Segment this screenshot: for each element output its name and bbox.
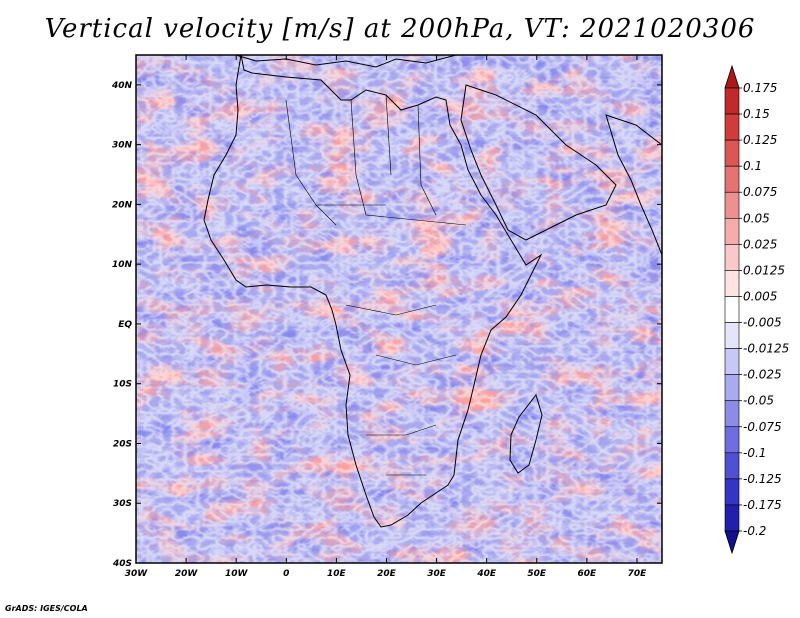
colorbar-label: 0.125 [743,133,777,147]
colorbar-label: -0.175 [743,498,782,512]
colorbar-label: -0.2 [743,524,766,538]
colorbar-bin [724,113,740,141]
lat-tick-label: 40S [112,559,132,569]
lon-tick-label: 10W [225,569,249,579]
colorbar-label: 0.15 [743,107,770,121]
madagascar-coastline [509,393,543,474]
longitude-axis: 30W 20W 10W 0 10E 20E 30E 40E 50E 60E 70E [125,55,647,579]
colorbar-label: -0.075 [743,420,782,434]
colorbar-label: -0.0125 [743,342,789,356]
lon-tick-label: 50E [527,569,547,579]
colorbar-bin [724,348,740,375]
colorbar-bin [724,87,740,115]
lat-tick-label: 40N [111,81,133,91]
lon-tick-label: 20E [377,569,397,579]
lat-tick-label: 10N [112,260,133,270]
lat-tick-label: 30N [112,141,133,151]
colorbar-bin [724,452,740,480]
colorbar-label: -0.025 [743,368,782,382]
colorbar-bin [724,191,740,219]
colorbar-label: 0.005 [743,289,777,303]
lat-tick-label: 10S [113,380,132,390]
colorbar-bin [724,244,740,271]
lon-tick-label: 30W [125,569,149,579]
lon-tick-label: 40E [476,569,497,579]
india-coastline [605,114,662,256]
colorbar-bin [724,400,740,428]
colorbar-label: 0.075 [743,185,777,199]
coastlines [203,55,662,528]
colorbar-bin [724,426,740,454]
map-border [135,54,663,564]
lat-tick-label: 20S [113,439,132,449]
lat-tick-label: EQ [118,320,132,330]
colorbar-label: 0.025 [743,237,777,251]
colorbar-bottom-arrow [724,530,740,555]
colorbar-bin [724,322,740,349]
europe-coastline [235,55,457,68]
lon-tick-label: 60E [578,569,598,579]
lon-tick-label: 0 [283,569,289,579]
colorbar-label: -0.05 [743,394,774,408]
colorbar-bin [724,296,740,323]
colorbar-bin [724,478,740,506]
colorbar-label: -0.125 [743,472,782,486]
field-near-zero-cells [136,55,662,563]
latitude-axis: 40N 30N 20N 10N EQ 10S 20S 30S 40S [111,81,662,569]
lon-tick-label: 10E [327,569,347,579]
country-borders [285,94,467,476]
colorbar-label: 0.0125 [743,263,785,277]
colorbar: 0.175 0.15 0.125 0.1 0.075 0.05 0.025 0.0125 0.0… [724,64,789,555]
credit-label: GrADS: IGES/COLA [5,604,88,613]
colorbar-label: 0.05 [743,211,770,225]
colorbar-label: 0.1 [743,159,762,173]
lat-tick-label: 30S [113,499,132,509]
colorbar-bin [724,165,740,193]
lon-tick-label: 20W [175,569,199,579]
colorbar-bin [724,270,740,297]
lon-tick-label: 70E [628,569,648,579]
colorbar-bin [724,504,740,532]
colorbar-label: 0.175 [743,81,777,95]
colorbar-bin [724,139,740,167]
colorbar-label: -0.1 [743,446,766,460]
colorbar-bin [724,374,740,402]
colorbar-top-arrow [724,64,740,89]
lat-tick-label: 20N [112,200,133,210]
colorbar-label: -0.005 [743,316,782,330]
arabia-coastline [460,84,617,241]
map-field [136,55,662,563]
map-title: Vertical velocity [m/s] at 200hPa, VT: 2… [44,14,756,44]
lon-tick-label: 30E [427,569,447,579]
colorbar-bin [724,217,740,245]
